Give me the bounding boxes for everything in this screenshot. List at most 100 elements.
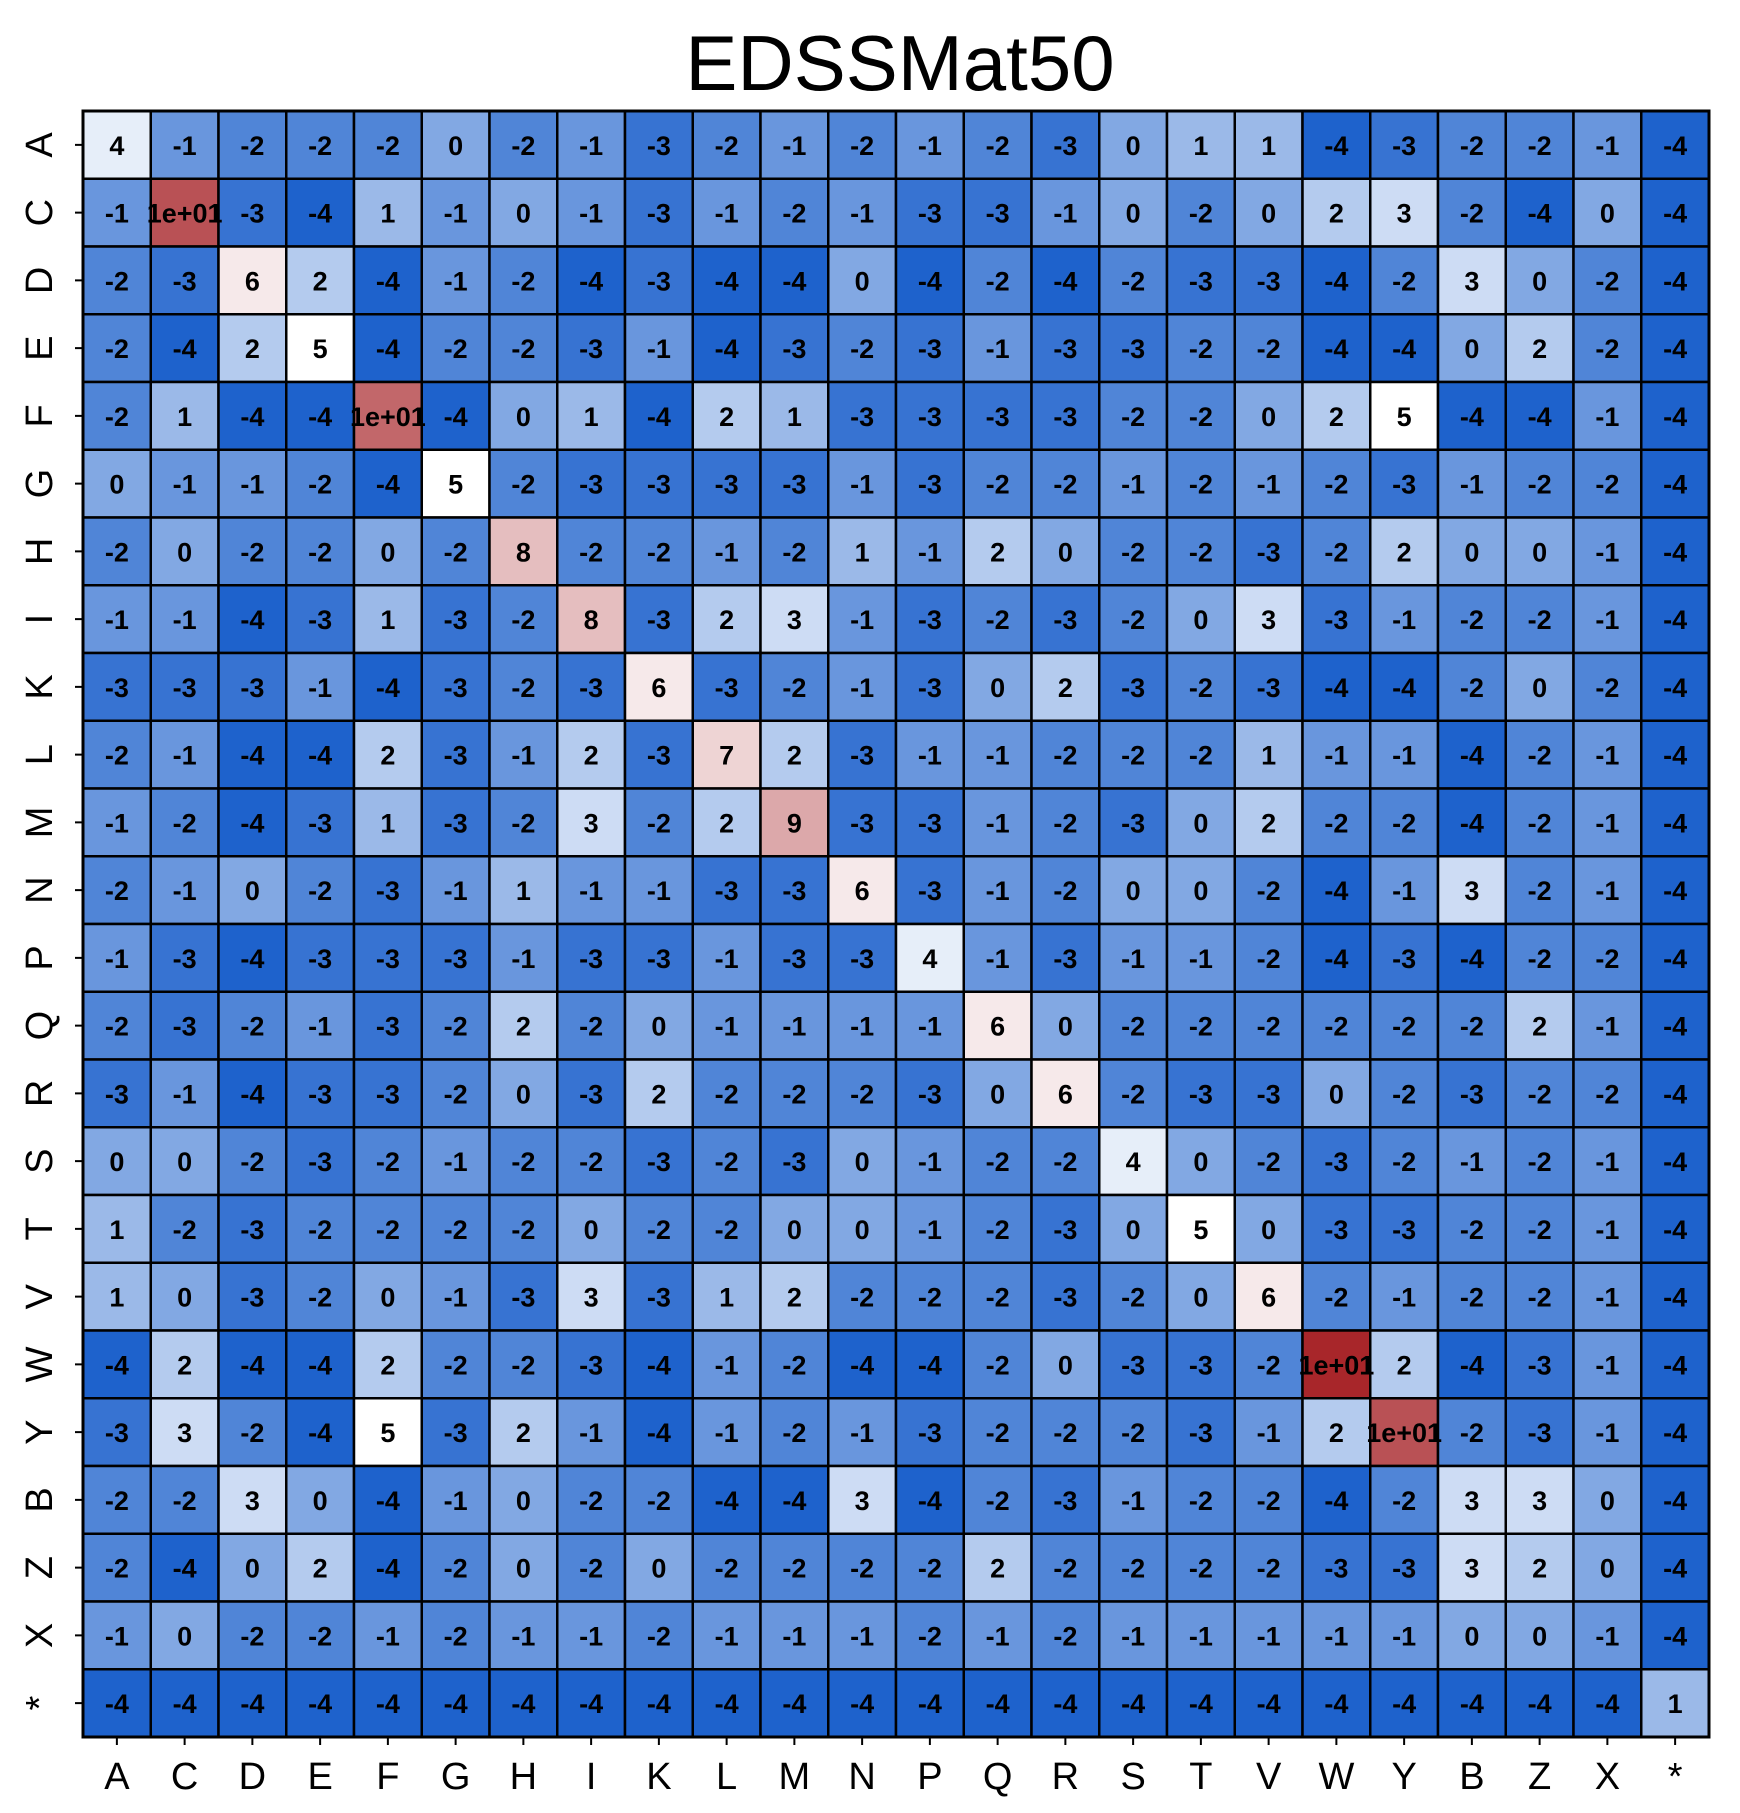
cell-value: 0 [177, 537, 192, 567]
cell-value: -2 [105, 537, 129, 567]
heatmap-cell [962, 855, 1033, 926]
cell-value: -2 [1460, 1215, 1484, 1245]
cell-value: 0 [1532, 673, 1547, 703]
heatmap-cell [556, 245, 627, 316]
cell-value: -3 [240, 673, 264, 703]
heatmap-cell [962, 380, 1033, 451]
heatmap-cell [1369, 651, 1440, 722]
heatmap-cell [962, 1397, 1033, 1468]
heatmap-cell [1640, 516, 1711, 587]
cell-value: -4 [850, 1689, 874, 1719]
heatmap-cell [149, 448, 220, 519]
heatmap-cell [149, 651, 220, 722]
cell-value: -2 [1121, 605, 1145, 635]
cell-value: -2 [1053, 470, 1077, 500]
heatmap-cell [420, 787, 491, 858]
cell-value: -2 [173, 1215, 197, 1245]
heatmap-cell [759, 448, 830, 519]
x-tick-label: I [586, 1756, 597, 1798]
heatmap-cell [352, 719, 423, 790]
cell-value: -4 [1663, 470, 1687, 500]
cell-value: 0 [1532, 266, 1547, 296]
cell-value: 3 [787, 605, 802, 635]
cell-value: -2 [1324, 1283, 1348, 1313]
heatmap-cell [81, 313, 152, 384]
cell-value: -2 [647, 537, 671, 567]
cell-value: 0 [1126, 876, 1141, 906]
cell-value: -2 [1189, 1486, 1213, 1516]
cell-value: -2 [444, 537, 468, 567]
y-tick-label: P [19, 945, 61, 970]
cell-value: 3 [584, 808, 599, 838]
cell-value: -3 [647, 1147, 671, 1177]
cell-value: -2 [511, 131, 535, 161]
cell-value: -2 [444, 334, 468, 364]
cell-value: -3 [918, 1418, 942, 1448]
cell-value: -1 [1121, 1621, 1145, 1651]
heatmap-cell [1369, 1532, 1440, 1603]
x-tick-label: L [716, 1756, 737, 1798]
cell-value: -2 [850, 131, 874, 161]
cell-value: -2 [715, 1554, 739, 1584]
cell-value: 0 [1329, 1079, 1344, 1109]
heatmap-cell [691, 719, 762, 790]
cell-value: 0 [855, 1147, 870, 1177]
cell-value: -1 [1257, 1621, 1281, 1651]
cell-value: 0 [1261, 1215, 1276, 1245]
cell-value: 6 [1261, 1283, 1276, 1313]
cell-value: -2 [647, 808, 671, 838]
cell-value: -3 [1324, 1215, 1348, 1245]
heatmap-cell [1572, 1261, 1643, 1332]
cell-value: 0 [380, 537, 395, 567]
cell-value: -4 [173, 334, 197, 364]
heatmap-cell [352, 651, 423, 722]
cell-value: -3 [240, 1215, 264, 1245]
heatmap-cell [1165, 1532, 1236, 1603]
heatmap-cell [1369, 380, 1440, 451]
cell-value: 2 [719, 605, 734, 635]
cell-value: -4 [918, 1350, 942, 1380]
cell-value: -1 [240, 470, 264, 500]
cell-value: -2 [511, 808, 535, 838]
cell-value: -3 [1392, 1215, 1416, 1245]
heatmap-cell [962, 990, 1033, 1061]
heatmap-cell [1504, 448, 1575, 519]
cell-value: 1 [855, 537, 870, 567]
cell-value: -3 [308, 808, 332, 838]
heatmap-cell [488, 1397, 559, 1468]
cell-value: -1 [850, 1012, 874, 1042]
cell-value: -2 [1460, 199, 1484, 229]
cell-value: -3 [918, 876, 942, 906]
cell-value: -1 [715, 537, 739, 567]
heatmap-cell [420, 1397, 491, 1468]
cell-value: -3 [715, 876, 739, 906]
heatmap-cell [556, 922, 627, 993]
cell-value: 0 [448, 131, 463, 161]
heatmap-cell [1436, 1668, 1507, 1739]
cell-value: 0 [1532, 537, 1547, 567]
cell-value: -4 [1663, 1079, 1687, 1109]
heatmap-cell [420, 1329, 491, 1400]
heatmap-cell [894, 177, 965, 248]
cell-value: -3 [1121, 808, 1145, 838]
heatmap-cell [1030, 1126, 1101, 1197]
heatmap-cell [1369, 109, 1440, 180]
cell-value: -4 [1053, 266, 1077, 296]
x-tick-label: D [239, 1756, 266, 1798]
cell-value: 2 [787, 741, 802, 771]
cell-value: -4 [1324, 944, 1348, 974]
cell-value: 2 [1532, 1554, 1547, 1584]
heatmap-cell [556, 380, 627, 451]
cell-value: -4 [376, 1689, 400, 1719]
cell-value: -4 [105, 1689, 129, 1719]
heatmap-cell [1098, 990, 1169, 1061]
cell-value: -1 [1595, 1621, 1619, 1651]
cell-value: 0 [1193, 808, 1208, 838]
cell-value: -4 [1663, 1486, 1687, 1516]
heatmap-cell [1572, 1397, 1643, 1468]
heatmap-cell [217, 1126, 288, 1197]
cell-value: -2 [782, 1350, 806, 1380]
cell-value: -3 [918, 334, 942, 364]
heatmap-cell [420, 1600, 491, 1671]
cell-value: -3 [647, 199, 671, 229]
